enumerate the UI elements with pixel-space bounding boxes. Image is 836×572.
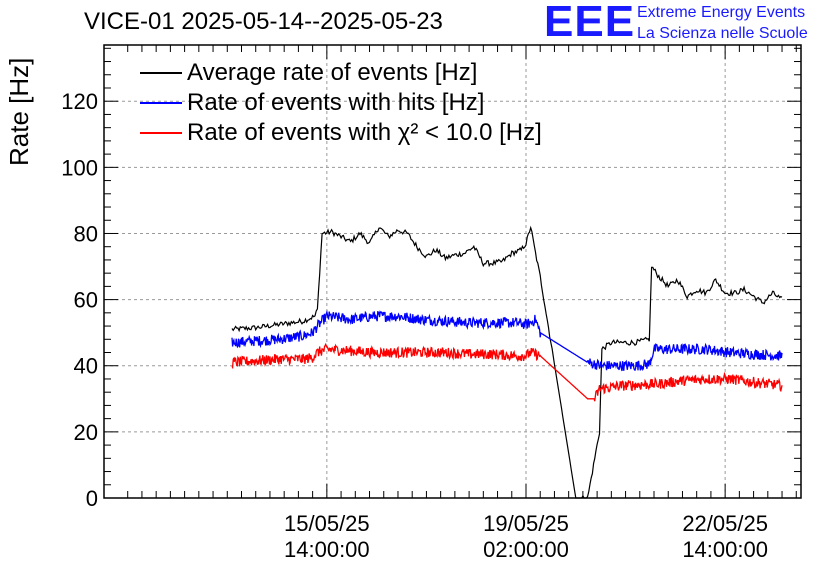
y-tick-label: 0: [86, 486, 98, 511]
legend-item-hits: Rate of events with hits [Hz]: [140, 88, 484, 118]
y-tick-label: 20: [74, 420, 98, 445]
y-tick-label: 60: [74, 288, 98, 313]
legend-label: Average rate of events [Hz]: [187, 59, 477, 87]
y-axis-label: Rate [Hz]: [4, 26, 35, 166]
legend-swatch-blue: [140, 102, 182, 104]
x-tick-date: 15/05/25: [284, 511, 370, 536]
legend-swatch-red: [140, 132, 182, 134]
x-tick-date: 19/05/25: [483, 511, 569, 536]
y-tick-labels: 0 20 40 60 80 100 120: [61, 89, 98, 511]
x-tick-time: 14:00:00: [682, 537, 768, 562]
eee-logo: EEE: [544, 0, 635, 44]
x-tick-date: 22/05/25: [682, 511, 768, 536]
y-tick-label: 40: [74, 354, 98, 379]
logo-line-2: La Scienza nelle Scuole: [637, 25, 808, 43]
logo-line-1: Extreme Energy Events: [637, 4, 805, 22]
y-tick-label: 80: [74, 221, 98, 246]
legend-label: Rate of events with χ² < 10.0 [Hz]: [187, 119, 542, 147]
chart-title: VICE-01 2025-05-14--2025-05-23: [84, 8, 443, 36]
legend-swatch-black: [140, 72, 182, 74]
x-tick-time: 02:00:00: [483, 537, 569, 562]
legend-item-average: Average rate of events [Hz]: [140, 58, 477, 88]
x-tick-time: 14:00:00: [284, 537, 370, 562]
y-tick-label: 120: [61, 89, 98, 114]
legend-item-chi2: Rate of events with χ² < 10.0 [Hz]: [140, 118, 542, 148]
legend-label: Rate of events with hits [Hz]: [187, 89, 484, 117]
series-line-1: [232, 228, 782, 498]
y-tick-label: 100: [61, 155, 98, 180]
x-tick-labels: 15/05/2514:00:0019/05/2502:00:0022/05/25…: [284, 511, 768, 562]
series-line-2: [232, 311, 782, 371]
series-lines: [232, 228, 782, 498]
